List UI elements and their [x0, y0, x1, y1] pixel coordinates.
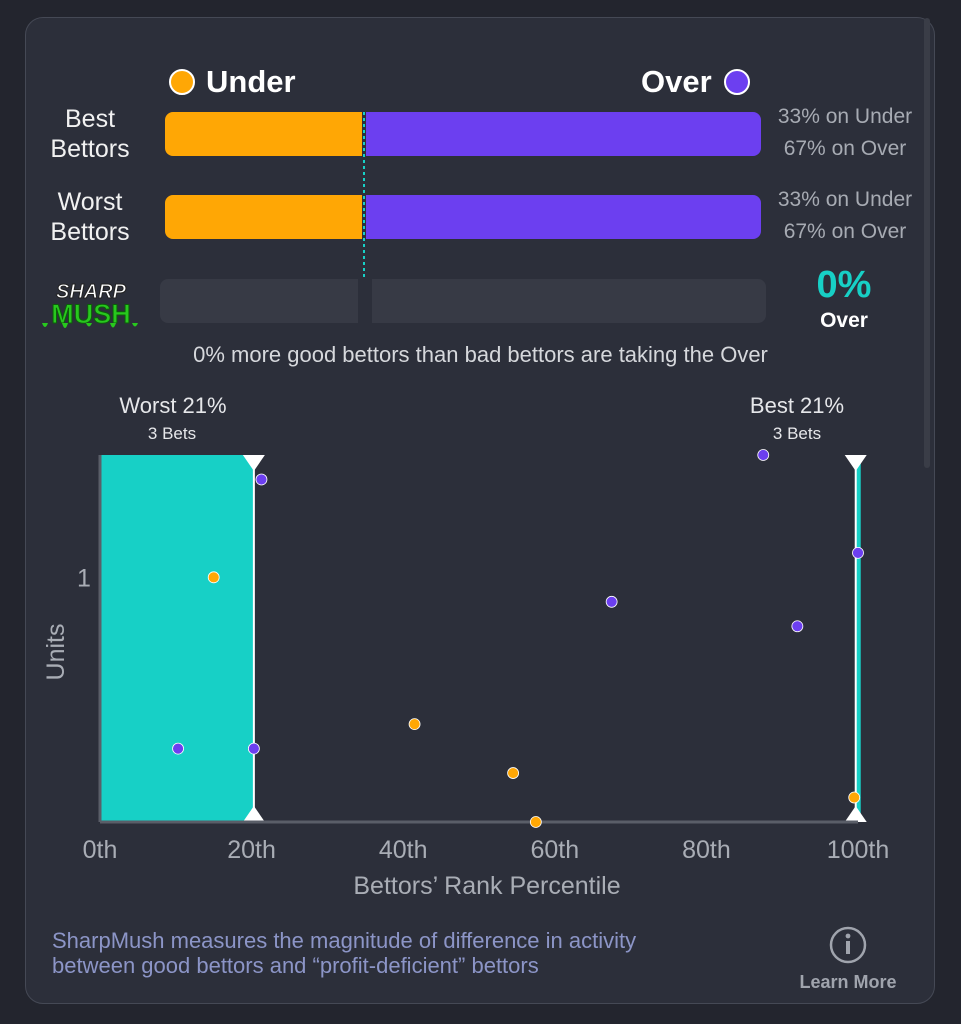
under-point — [507, 767, 520, 779]
logo-line1: SHARP — [56, 281, 127, 303]
summary-text: 0% more good bettors than bad bettors ar… — [193, 342, 768, 367]
best-label-line1: Best — [64, 105, 116, 133]
sharpmush-value: 0% — [816, 264, 872, 306]
legend-under: Under — [169, 64, 296, 100]
best-over-segment — [365, 112, 761, 156]
over-point — [791, 620, 804, 633]
worst-bettors-bar — [165, 195, 761, 239]
worst-label-line1: Worst — [57, 188, 123, 216]
legend-over-label: Over — [641, 64, 712, 99]
worst-bottom-handle — [242, 806, 265, 822]
over-point — [605, 595, 618, 608]
info-icon — [829, 926, 867, 964]
sharpmush-logo: SHARP MUSH — [42, 281, 138, 330]
under-point — [207, 571, 220, 584]
best-bettors-label: Best Bettors — [30, 104, 150, 164]
percentile-scatter-chart: 0th 20th 40th 60th 80th 100th 1 Worst 21% 3 Be… — [42, 393, 890, 900]
worst-over-segment — [365, 195, 761, 239]
worst-band — [100, 455, 254, 822]
under-point — [529, 816, 542, 828]
x-axis-title: Bettors’ Rank Percentile — [353, 872, 620, 900]
over-point — [172, 742, 184, 755]
over-point — [255, 473, 268, 486]
sharpmush-difference-bar — [160, 279, 766, 323]
under-point — [848, 791, 861, 804]
best-label-line2: Bettors — [50, 135, 130, 163]
legend-under-label: Under — [206, 64, 296, 99]
over-point — [247, 742, 260, 755]
worst-under-percent: 33% on Under — [777, 188, 913, 211]
footer-description: SharpMush measures the magnitude of diff… — [52, 928, 772, 978]
worst-band-label: Worst 21% — [119, 393, 226, 418]
worst-under-segment — [165, 195, 362, 239]
y-axis-title: Units — [42, 624, 70, 681]
under-point — [408, 718, 421, 731]
x-tick-label: 100th — [827, 836, 890, 864]
best-bettors-percent: 33% on Under 67% on Over — [764, 101, 926, 165]
over-point — [852, 546, 864, 559]
center-dashed-line — [363, 112, 365, 308]
best-top-handle — [844, 455, 867, 471]
legend-over: Over — [641, 64, 750, 100]
worst-label-line2: Bettors — [50, 218, 130, 246]
worst-band-bets: 3 Bets — [148, 424, 196, 443]
best-over-percent: 67% on Over — [783, 137, 907, 160]
x-tick-label: 60th — [530, 836, 579, 864]
footer-line2: between good bettors and “profit-deficie… — [52, 953, 539, 978]
sharpmush-direction: Over — [820, 309, 868, 332]
x-tick-label: 80th — [682, 836, 731, 864]
footer-line1: SharpMush measures the magnitude of diff… — [52, 928, 637, 953]
best-bettors-bar — [165, 112, 761, 156]
x-tick-label: 20th — [227, 836, 276, 864]
over-point — [757, 449, 770, 461]
over-dot-icon — [723, 69, 750, 95]
x-tick-label: 40th — [379, 836, 428, 864]
best-under-segment — [165, 112, 362, 156]
best-band — [855, 455, 861, 822]
worst-bettors-label: Worst Bettors — [30, 187, 150, 247]
worst-bettors-percent: 33% on Under 67% on Over — [764, 184, 926, 248]
learn-more-button[interactable]: Learn More — [790, 925, 906, 993]
y-tick-label: 1 — [77, 564, 91, 592]
x-tick-label: 0th — [83, 836, 118, 864]
best-bottom-handle — [844, 806, 867, 822]
worst-over-percent: 67% on Over — [783, 220, 907, 243]
best-under-percent: 33% on Under — [777, 105, 913, 128]
scrollbar[interactable] — [924, 18, 930, 468]
learn-more-label: Learn More — [799, 972, 897, 992]
worst-top-handle — [242, 455, 265, 471]
under-dot-icon — [169, 69, 195, 95]
best-band-bets: 3 Bets — [773, 424, 821, 443]
best-band-label: Best 21% — [750, 393, 844, 418]
